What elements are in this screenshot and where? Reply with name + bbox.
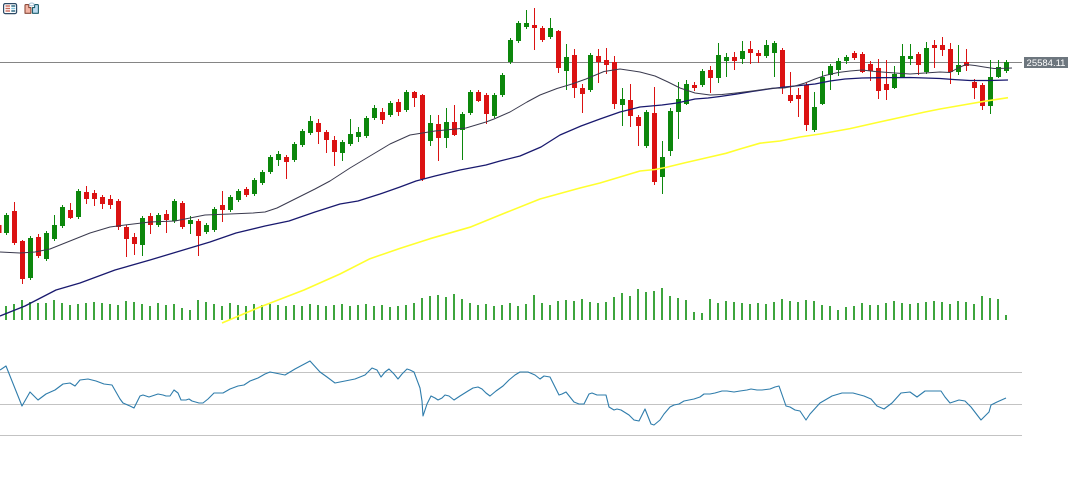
svg-text:25584.11: 25584.11 (1027, 58, 1066, 69)
